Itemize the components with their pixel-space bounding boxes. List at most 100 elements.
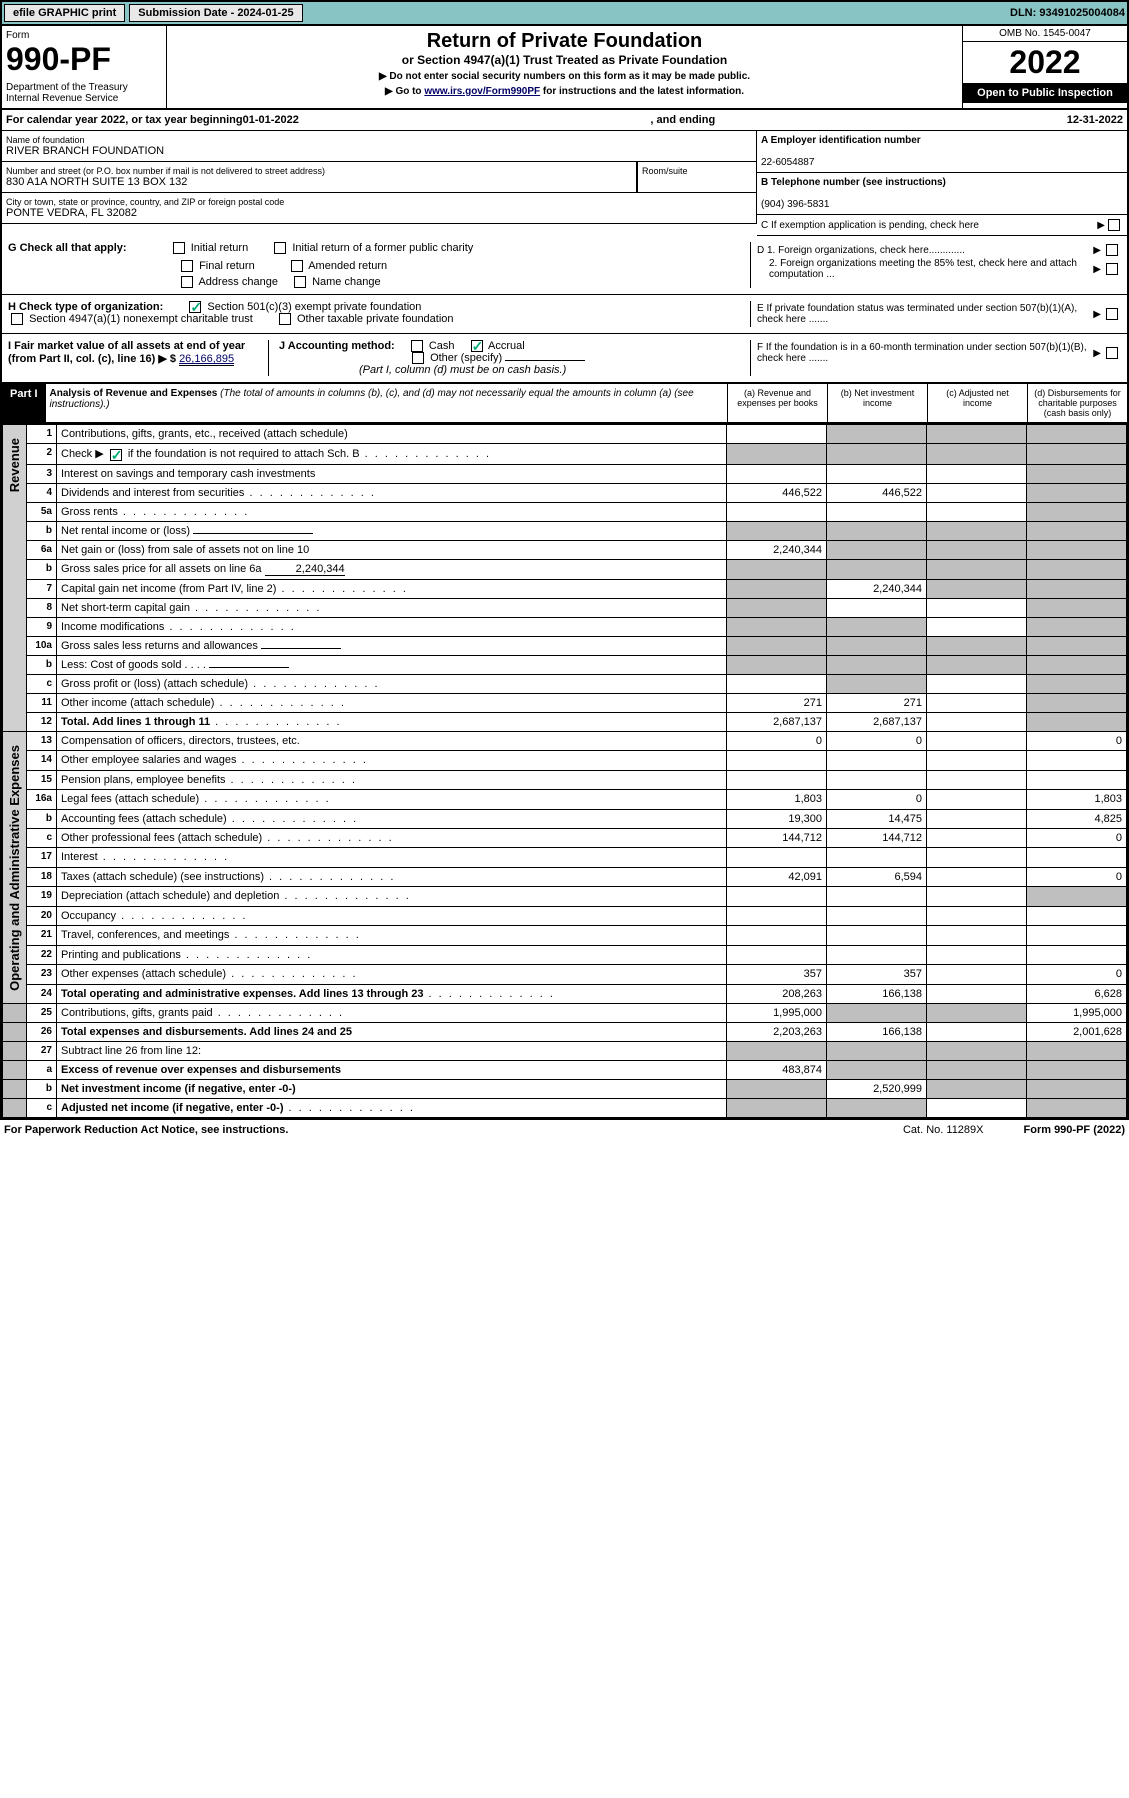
instr-2-post: for instructions and the latest informat…	[540, 86, 744, 97]
main-table: Revenue 1Contributions, gifts, grants, e…	[2, 424, 1127, 1118]
part1-badge: Part I	[2, 384, 46, 422]
addr-label: Number and street (or P.O. box number if…	[6, 166, 632, 176]
footer: For Paperwork Reduction Act Notice, see …	[0, 1120, 1129, 1140]
r11b: 271	[827, 693, 927, 712]
r5b: Net rental income or (loss)	[57, 521, 727, 540]
d2: 2. Foreign organizations meeting the 85%…	[757, 258, 1091, 280]
r11a: 271	[727, 693, 827, 712]
r4b: 446,522	[827, 483, 927, 502]
cal-end: 12-31-2022	[1067, 114, 1123, 126]
h-501c3[interactable]	[189, 301, 201, 313]
g-address[interactable]	[181, 276, 193, 288]
addr-val: 830 A1A NORTH SUITE 13 BOX 132	[6, 176, 632, 188]
g-name[interactable]	[294, 276, 306, 288]
part1-header: Part I Analysis of Revenue and Expenses …	[2, 384, 1127, 424]
j-accrual[interactable]	[471, 340, 483, 352]
r22: Printing and publications	[57, 945, 727, 964]
irs-link[interactable]: www.irs.gov/Form990PF	[424, 86, 540, 97]
r16b-d: 4,825	[1027, 809, 1127, 828]
r23d: 0	[1027, 965, 1127, 984]
h-other[interactable]	[279, 313, 291, 325]
ein-label: A Employer identification number	[761, 135, 921, 146]
city-val: PONTE VEDRA, FL 32082	[6, 207, 752, 219]
col-c: (c) Adjusted net income	[927, 384, 1027, 422]
j-note: (Part I, column (d) must be on cash basi…	[359, 364, 566, 376]
g-opt-4: Address change	[198, 276, 278, 288]
r21: Travel, conferences, and meetings	[57, 926, 727, 945]
r10b: Less: Cost of goods sold . . . .	[57, 655, 727, 674]
city-label: City or town, state or province, country…	[6, 197, 752, 207]
r16c: Other professional fees (attach schedule…	[57, 828, 727, 847]
r25: Contributions, gifts, grants paid	[57, 1004, 727, 1023]
j-cash-lbl: Cash	[429, 340, 455, 352]
r18d: 0	[1027, 867, 1127, 886]
r2: Check ▶ if the foundation is not require…	[57, 444, 727, 464]
r24: Total operating and administrative expen…	[57, 984, 727, 1004]
r16c-b: 144,712	[827, 828, 927, 847]
g-opt-0: Initial return	[191, 242, 248, 254]
r11: Other income (attach schedule)	[57, 693, 727, 712]
r13a: 0	[727, 731, 827, 750]
r2-cb[interactable]	[110, 449, 122, 461]
cal-mid: , and ending	[299, 114, 1067, 126]
r14: Other employee salaries and wages	[57, 751, 727, 770]
r27b-b: 2,520,999	[827, 1080, 927, 1099]
e-cb[interactable]	[1106, 308, 1118, 320]
g-amended[interactable]	[291, 260, 303, 272]
expenses-side: Operating and Administrative Expenses	[7, 735, 22, 1001]
topbar: efile GRAPHIC print Submission Date - 20…	[0, 0, 1129, 26]
ein-val: 22-6054887	[761, 157, 814, 168]
j-cash[interactable]	[411, 340, 423, 352]
name-label: Name of foundation	[6, 135, 752, 145]
j-other[interactable]	[412, 352, 424, 364]
h-4947[interactable]	[11, 313, 23, 325]
r6b: Gross sales price for all assets on line…	[57, 559, 727, 579]
r27b: Net investment income (if negative, ente…	[57, 1080, 727, 1099]
r16b: Accounting fees (attach schedule)	[57, 809, 727, 828]
omb: OMB No. 1545-0047	[963, 26, 1127, 42]
r16c-a: 144,712	[727, 828, 827, 847]
r9: Income modifications	[57, 617, 727, 636]
g-initial[interactable]	[173, 242, 185, 254]
r7: Capital gain net income (from Part IV, l…	[57, 579, 727, 598]
open-inspection: Open to Public Inspection	[963, 83, 1127, 103]
r24b: 166,138	[827, 984, 927, 1004]
r26: Total expenses and disbursements. Add li…	[57, 1023, 727, 1042]
submission-date: Submission Date - 2024-01-25	[129, 4, 302, 22]
g-final[interactable]	[181, 260, 193, 272]
col-a: (a) Revenue and expenses per books	[727, 384, 827, 422]
r15: Pension plans, employee benefits	[57, 770, 727, 789]
form-title: Return of Private Foundation	[171, 30, 958, 53]
dept: Department of the Treasury Internal Reve…	[6, 82, 162, 104]
g-opt-5: Name change	[312, 276, 381, 288]
c-label: C If exemption application is pending, c…	[761, 220, 1097, 231]
r16b-b: 14,475	[827, 809, 927, 828]
d1-cb[interactable]	[1106, 244, 1118, 256]
foundation-name: RIVER BRANCH FOUNDATION	[6, 145, 752, 157]
r17: Interest	[57, 848, 727, 867]
f-cb[interactable]	[1106, 347, 1118, 359]
g-initial-former[interactable]	[274, 242, 286, 254]
instr-2: ▶ Go to www.irs.gov/Form990PF for instru…	[171, 86, 958, 97]
r16b-a: 19,300	[727, 809, 827, 828]
r27c: Adjusted net income (if negative, enter …	[57, 1099, 727, 1118]
foot-left: For Paperwork Reduction Act Notice, see …	[4, 1124, 288, 1136]
d2-cb[interactable]	[1106, 263, 1118, 275]
instr-2-pre: ▶ Go to	[385, 86, 424, 97]
g-opt-1: Initial return of a former public charit…	[292, 242, 473, 254]
r5a: Gross rents	[57, 502, 727, 521]
c-checkbox[interactable]	[1108, 219, 1120, 231]
r4: Dividends and interest from securities	[57, 483, 727, 502]
r24d: 6,628	[1027, 984, 1127, 1004]
calendar-row: For calendar year 2022, or tax year begi…	[2, 110, 1127, 131]
i-val[interactable]: 26,166,895	[179, 353, 234, 366]
e: E If private foundation status was termi…	[757, 303, 1091, 325]
tax-year: 2022	[963, 42, 1127, 83]
r23a: 357	[727, 965, 827, 984]
r16a-b: 0	[827, 790, 927, 809]
h-o3: Other taxable private foundation	[297, 313, 454, 325]
efile-badge: efile GRAPHIC print	[4, 4, 125, 22]
f: F If the foundation is in a 60-month ter…	[757, 342, 1091, 364]
r12: Total. Add lines 1 through 11	[57, 712, 727, 731]
j-label: J Accounting method:	[279, 340, 395, 352]
